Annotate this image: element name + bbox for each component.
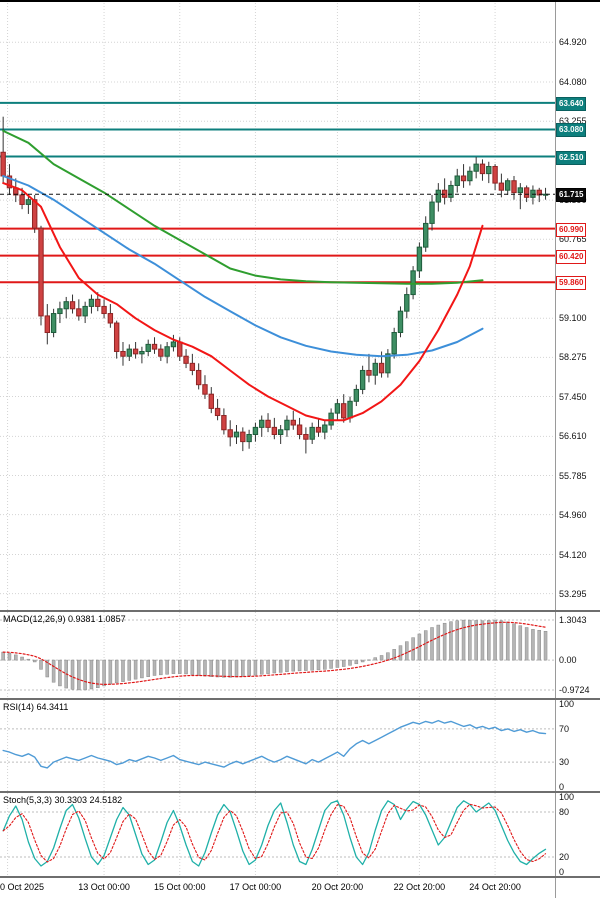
price-tick-label: 64.080 [559, 77, 587, 88]
stoch-panel[interactable]: Stoch(5,3,3) 30.3303 24.5182 [0, 793, 555, 876]
price-axis[interactable]: 64.920 64.080 63.640 63.255 63.080 62.510 61.7… [555, 0, 600, 898]
rsi-canvas[interactable] [0, 700, 555, 791]
price-tick-label: 56.610 [559, 431, 587, 442]
panel-separator [0, 876, 600, 878]
price-tick-label: 63.255 [559, 116, 587, 127]
support-level-badge: 60.990 [556, 222, 587, 237]
time-tick-label: 0 Oct 2025 [0, 882, 45, 892]
panel-separator [0, 610, 600, 612]
support-level-badge: 60.420 [556, 249, 587, 264]
stoch-axis-label: 0 [559, 867, 565, 877]
rsi-axis-label: 0 [559, 782, 565, 792]
stoch-axis-label: 80 [559, 807, 570, 817]
resistance-level-badge: 63.080 [556, 123, 587, 138]
stoch-label: Stoch(5,3,3) 30.3303 24.5182 [3, 795, 123, 805]
time-tick-label: 20 Oct 20:00 [311, 882, 364, 892]
support-level-badge: 59.860 [556, 276, 587, 291]
price-tick-label: 64.920 [559, 37, 587, 48]
price-tick-label: 55.785 [559, 470, 587, 481]
price-tick-label: 53.295 [559, 588, 587, 599]
rsi-panel[interactable]: RSI(14) 64.3411 [0, 700, 555, 791]
last-price-badge: 61.715 [556, 188, 587, 203]
macd-label: MACD(12,26,9) 0.9381 1.0857 [3, 614, 126, 624]
panel-separator [0, 698, 600, 700]
macd-canvas[interactable] [0, 612, 555, 698]
rsi-axis-label: 30 [559, 757, 570, 768]
price-tick-label: 58.275 [559, 352, 587, 363]
stoch-axis-label: 100 [559, 792, 575, 802]
top-border [0, 0, 600, 2]
price-tick-label: 54.120 [559, 549, 587, 560]
macd-axis-label: -0.9724 [559, 684, 590, 695]
resistance-level-badge: 62.510 [556, 150, 587, 165]
price-tick-label: 59.100 [559, 313, 587, 324]
time-axis[interactable]: 0 Oct 2025 13 Oct 00:00 15 Oct 00:00 17 Oct… [0, 878, 555, 898]
price-tick-label: 60.765 [559, 234, 587, 245]
time-tick-label: 24 Oct 20:00 [469, 882, 521, 892]
macd-axis-label: 0.00 [559, 655, 577, 666]
price-tick-label: 57.450 [559, 391, 587, 402]
stoch-axis-label: 20 [559, 852, 570, 862]
stoch-canvas[interactable] [0, 793, 555, 876]
time-tick-label: 15 Oct 00:00 [153, 882, 206, 892]
time-tick-label: 13 Oct 00:00 [78, 882, 130, 892]
panel-separator [0, 791, 600, 793]
main-chart-canvas[interactable] [0, 0, 555, 610]
rsi-axis-label: 100 [559, 699, 575, 709]
time-tick-label: 22 Oct 20:00 [393, 882, 446, 892]
main-chart-panel[interactable] [0, 0, 555, 610]
time-tick-label: 17 Oct 00:00 [229, 882, 282, 892]
resistance-level-badge: 63.640 [556, 96, 587, 111]
macd-axis-label: 1.3043 [559, 614, 587, 625]
macd-panel[interactable]: MACD(12,26,9) 0.9381 1.0857 [0, 612, 555, 698]
rsi-label: RSI(14) 64.3411 [3, 702, 69, 712]
price-tick-label: 54.960 [559, 509, 587, 520]
rsi-axis-label: 70 [559, 723, 570, 734]
